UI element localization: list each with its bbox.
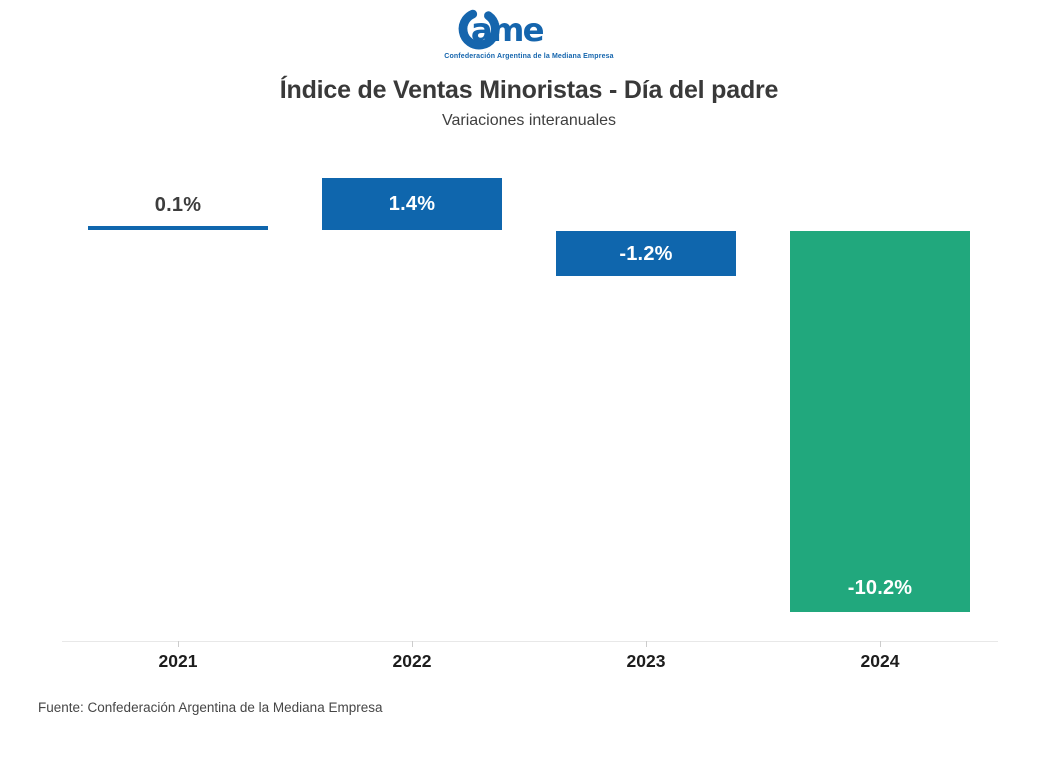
- bar-value-label-2022: 1.4%: [388, 193, 436, 215]
- x-axis-tick-2021: [178, 641, 179, 647]
- x-axis-label-2024: 2024: [860, 651, 900, 671]
- chart-subtitle: Variaciones interanuales: [441, 112, 617, 129]
- bar-2021: [88, 226, 268, 230]
- x-axis-tick-2023: [646, 641, 647, 647]
- logo-wordmark-text: ame: [471, 11, 544, 49]
- x-axis-label-2023: 2023: [626, 651, 666, 671]
- bar-value-label-2021: 0.1%: [154, 194, 202, 216]
- came-logo: ame Confederación Argentina de la Median…: [0, 4, 1058, 60]
- x-axis-tick-2022: [412, 641, 413, 647]
- x-axis-tick-2024: [880, 641, 881, 647]
- bar-value-label-2023: -1.2%: [619, 242, 673, 265]
- came-logo-icon: ame: [458, 8, 545, 50]
- chart-title: Índice de Ventas Minoristas - Día del pa…: [279, 76, 779, 104]
- bar-2023: [556, 231, 736, 276]
- logo-c-ring: [458, 8, 500, 50]
- bar-2022: [322, 178, 502, 230]
- x-axis-line: [62, 641, 998, 642]
- bar-2024: [790, 231, 970, 612]
- logo-tagline: Confederación Argentina de la Mediana Em…: [444, 53, 614, 60]
- bar-value-label-2024: -10.2%: [847, 577, 913, 599]
- x-axis-label-2022: 2022: [392, 651, 432, 671]
- source-note: Fuente: Confederación Argentina de la Me…: [38, 700, 383, 715]
- x-axis-label-2021: 2021: [158, 651, 198, 671]
